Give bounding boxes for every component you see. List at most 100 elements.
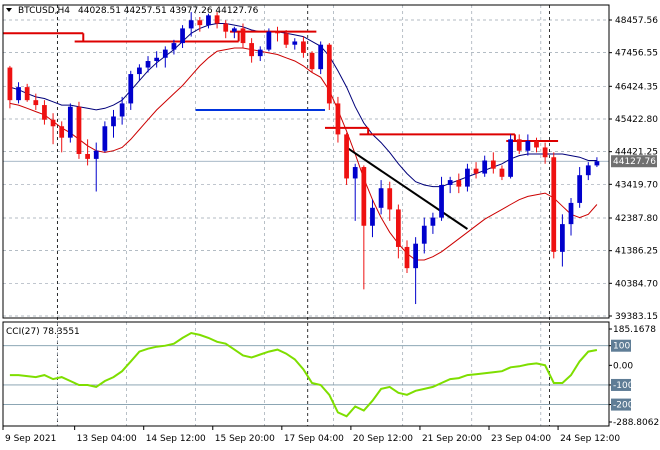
candle-body bbox=[551, 157, 557, 252]
symbol-label: BTCUSD,H4 bbox=[18, 6, 70, 16]
candle-body bbox=[577, 175, 583, 203]
cci-tick-label: 185.1678 bbox=[613, 325, 656, 335]
candle bbox=[534, 137, 539, 153]
trend-line[interactable] bbox=[346, 146, 468, 230]
price-tick-label: 47456.55 bbox=[615, 49, 658, 59]
time-tick-label: 14 Sep 12:00 bbox=[146, 434, 206, 444]
candle bbox=[395, 204, 401, 259]
panel-frames bbox=[2, 4, 610, 427]
candle-body bbox=[301, 41, 306, 53]
candle bbox=[387, 181, 393, 221]
candle-body bbox=[292, 41, 298, 45]
candle-body bbox=[102, 126, 108, 151]
candle-body bbox=[439, 184, 444, 218]
cci-grid bbox=[3, 322, 609, 426]
time-tick-label: 15 Sep 20:00 bbox=[215, 434, 275, 444]
dropdown-triangle-icon[interactable] bbox=[6, 8, 12, 12]
candle-body bbox=[180, 28, 185, 44]
candle-body bbox=[473, 168, 479, 174]
cci-level-tag bbox=[611, 378, 631, 391]
candle bbox=[301, 36, 306, 58]
candle-body bbox=[490, 160, 496, 169]
candle-body bbox=[465, 168, 470, 187]
candle bbox=[430, 212, 436, 234]
price-tick-label: 40384.70 bbox=[615, 279, 658, 289]
candle-body bbox=[283, 33, 289, 45]
candle-body bbox=[499, 168, 505, 177]
price-axis: 48457.56 47456.55 46424.35 45422.80 44421.25… bbox=[609, 16, 658, 322]
candle-body bbox=[361, 167, 367, 226]
candle bbox=[197, 16, 203, 32]
time-tick-label: 17 Sep 04:00 bbox=[284, 434, 344, 444]
candle-body bbox=[42, 105, 47, 120]
candle-body bbox=[223, 23, 229, 32]
cci-tick-label: 100 bbox=[613, 342, 630, 352]
candle bbox=[50, 113, 56, 145]
candle-body bbox=[525, 140, 531, 151]
candle-body bbox=[516, 139, 522, 151]
candle-body bbox=[7, 67, 13, 101]
candle bbox=[404, 240, 410, 274]
cci-tick-label: -288.8062 bbox=[613, 418, 659, 428]
candle bbox=[240, 23, 246, 48]
candle-body bbox=[249, 43, 254, 57]
price-tick-label: 45422.80 bbox=[615, 115, 658, 125]
candle bbox=[335, 96, 341, 143]
candle-body bbox=[16, 87, 21, 101]
candle bbox=[560, 214, 565, 267]
candle-body bbox=[421, 225, 427, 244]
time-tick-label: 21 Sep 20:00 bbox=[422, 434, 482, 444]
candle bbox=[413, 237, 419, 305]
candle bbox=[326, 43, 332, 110]
price-candles bbox=[7, 12, 600, 305]
candle bbox=[370, 199, 375, 238]
candle bbox=[102, 121, 108, 153]
cci-series bbox=[9, 331, 598, 418]
candle-body bbox=[119, 103, 125, 117]
candle-body bbox=[326, 44, 332, 104]
candle bbox=[214, 12, 220, 29]
price-grid bbox=[3, 5, 609, 426]
candle-body bbox=[594, 161, 600, 166]
candle-body bbox=[24, 87, 30, 101]
candle bbox=[585, 162, 591, 181]
cci-panel-frame bbox=[2, 321, 610, 427]
candle bbox=[128, 70, 134, 110]
candle bbox=[516, 134, 522, 154]
candle-body bbox=[413, 243, 419, 269]
candle bbox=[352, 163, 358, 221]
candle-body bbox=[352, 167, 358, 179]
candle-body bbox=[482, 160, 488, 174]
cci-tick-label: 0.00 bbox=[613, 361, 633, 371]
candle bbox=[223, 20, 229, 39]
candle-body bbox=[111, 116, 116, 127]
candle bbox=[439, 176, 444, 221]
cci-tick-label: -100 bbox=[613, 381, 634, 391]
candle bbox=[551, 152, 557, 259]
candle bbox=[85, 139, 90, 166]
candle bbox=[542, 142, 548, 164]
candle bbox=[59, 121, 65, 153]
cci-axis: 185.1678 100 0.00 -100 -200 -288.8062 bbox=[609, 325, 659, 428]
symbol-header: BTCUSD,H4 44028.51 44257.51 43977.26 441… bbox=[6, 6, 259, 16]
candle-body bbox=[508, 139, 513, 177]
cci-label: CCI(27) 78.3551 bbox=[6, 327, 80, 337]
candle-body bbox=[309, 52, 315, 70]
candle bbox=[42, 100, 47, 125]
candle-body bbox=[275, 31, 280, 34]
candle bbox=[378, 180, 384, 215]
candle bbox=[257, 46, 263, 62]
candle bbox=[93, 142, 99, 192]
candle bbox=[283, 30, 289, 48]
candle-body bbox=[370, 207, 375, 226]
candle-body bbox=[59, 126, 65, 138]
candle-body bbox=[257, 49, 263, 57]
cci-level-tag bbox=[611, 398, 631, 411]
price-tick-label: 42387.80 bbox=[615, 214, 658, 224]
candle-body bbox=[387, 188, 393, 210]
cci-tick-label: -200 bbox=[613, 401, 634, 411]
candle bbox=[490, 152, 496, 174]
price-tick-label: 46424.35 bbox=[615, 82, 658, 92]
candle-body bbox=[585, 165, 591, 176]
candle-body bbox=[137, 67, 142, 75]
